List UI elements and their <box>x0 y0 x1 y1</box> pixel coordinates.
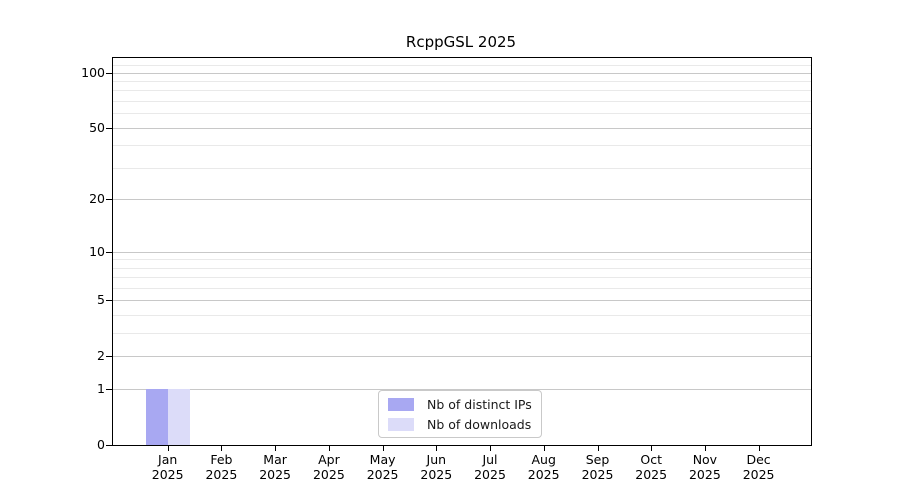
gridline-minor <box>113 81 811 82</box>
x-tick-label: Feb 2025 <box>205 452 238 482</box>
y-tick-label: 100 <box>81 64 105 80</box>
y-tick <box>106 251 112 253</box>
x-tick <box>651 445 653 451</box>
y-tick-label: 5 <box>97 292 105 308</box>
x-tick-label: Jun 2025 <box>420 452 453 482</box>
x-tick-label: Jul 2025 <box>474 452 506 482</box>
x-tick <box>382 445 384 451</box>
plot-area: Jan 2025 Feb 2025 Mar 2025 Apr 2025 May 2025 Jun 20… <box>81 57 812 482</box>
x-tick <box>221 445 223 451</box>
gridline-minor <box>113 145 811 147</box>
gridline-major <box>113 72 811 74</box>
gridline-minor <box>113 333 811 335</box>
y-tick-label: 10 <box>89 243 105 259</box>
legend-label-distinct-ips: Nb of distinct IPs <box>427 396 532 412</box>
x-tick-label: Nov 2025 <box>688 452 721 482</box>
x-tick-label: Oct 2025 <box>635 452 668 482</box>
chart-title: RcppGSL 2025 <box>405 33 517 51</box>
x-tick <box>597 445 599 451</box>
x-tick-label: Dec 2025 <box>742 452 775 482</box>
y-tick <box>106 199 112 201</box>
gridline-major <box>113 199 811 201</box>
x-tick-label: May 2025 <box>366 452 399 482</box>
y-tick <box>106 356 112 358</box>
gridline-major <box>113 300 811 302</box>
x-tick <box>275 445 277 451</box>
gridline-minor <box>113 267 811 269</box>
x-tick-label: Apr 2025 <box>312 452 345 482</box>
legend-swatch-distinct-ips <box>388 397 414 411</box>
legend-swatch-downloads <box>388 417 414 431</box>
y-tick-label: 1 <box>97 381 105 397</box>
legend-entry-distinct-ips: Nb of distinct IPs <box>388 395 532 413</box>
gridline-major <box>113 389 811 391</box>
y-tick <box>106 72 112 74</box>
gridline-major <box>113 356 811 358</box>
y-tick <box>106 389 112 391</box>
gridline-minor <box>113 167 811 169</box>
gridline-minor <box>113 315 811 317</box>
x-tick-label: Jan 2025 <box>151 452 184 482</box>
x-tick-label: Aug 2025 <box>527 452 560 482</box>
legend-entry-downloads: Nb of downloads <box>388 415 532 433</box>
gridline-minor <box>113 65 811 66</box>
x-tick <box>758 445 760 451</box>
x-tick <box>490 445 491 451</box>
gridline-major <box>113 251 811 253</box>
x-tick <box>436 445 438 451</box>
x-tick-label: Mar 2025 <box>259 452 291 482</box>
gridline-minor <box>113 90 811 92</box>
gridline-minor <box>113 288 811 289</box>
legend: Nb of distinct IPs Nb of downloads <box>378 390 542 438</box>
gridline-minor <box>113 259 811 261</box>
gridline-major <box>113 127 811 129</box>
gridline-minor <box>113 101 811 102</box>
y-tick-label: 20 <box>89 191 105 207</box>
y-tick-label: 50 <box>89 119 105 135</box>
y-tick <box>106 300 112 302</box>
x-tick <box>704 445 706 451</box>
x-tick <box>328 445 330 451</box>
bar-distinct-ips <box>145 389 168 445</box>
bar-downloads <box>167 389 190 445</box>
y-tick-label: 0 <box>97 437 105 452</box>
y-tick <box>106 445 112 446</box>
gridline-minor <box>113 113 811 115</box>
legend-label-downloads: Nb of downloads <box>427 416 532 432</box>
x-tick <box>543 445 545 451</box>
x-tick-label: Sep 2025 <box>581 452 614 482</box>
gridline-minor <box>113 277 811 279</box>
y-tick <box>106 127 112 129</box>
x-tick <box>167 445 169 451</box>
y-tick-label: 2 <box>97 348 105 364</box>
